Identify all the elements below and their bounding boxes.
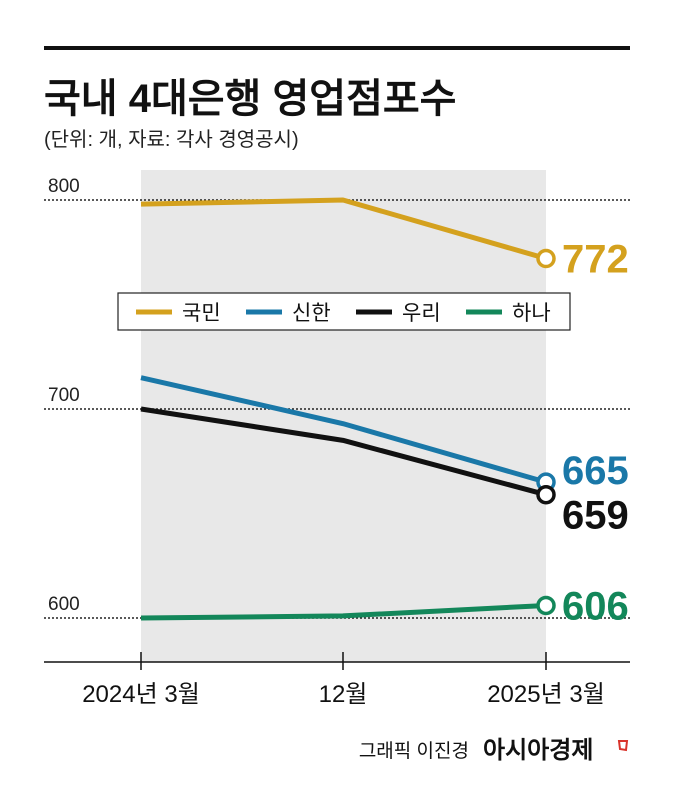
brand-mark-icon <box>617 740 629 752</box>
series-line-우리 <box>140 406 547 498</box>
end-value-label: 665 <box>562 449 629 493</box>
legend-label: 신한 <box>292 302 331 325</box>
chart-title: 국내 4대은행 영업점포수 <box>44 77 456 121</box>
series-line-하나 <box>140 602 547 621</box>
legend-label: 국민 <box>182 302 221 325</box>
credit: 그래픽 이진경 <box>359 740 469 762</box>
series-line-국민 <box>140 197 547 261</box>
end-value-label: 606 <box>562 584 629 628</box>
end-value-label: 659 <box>562 494 629 538</box>
x-tick-label: 2024년 3월 <box>82 681 200 708</box>
end-value-label: 772 <box>562 238 629 282</box>
shaded-period <box>141 170 546 662</box>
data-point-marker <box>536 595 556 616</box>
legend-label: 우리 <box>402 302 441 325</box>
brand-logo: 아시아경제 <box>483 737 593 764</box>
chart-subtitle: (단위: 개, 자료: 각사 경영공시) <box>44 128 299 151</box>
data-point-marker <box>536 484 556 505</box>
x-tick-label: 2025년 3월 <box>487 681 605 708</box>
x-tick-label: 12월 <box>319 681 368 708</box>
y-tick-label: 600 <box>48 594 80 615</box>
legend: 국민 신한 우리 하나 <box>117 292 571 331</box>
y-tick-label: 700 <box>48 385 80 406</box>
legend-label: 하나 <box>512 302 551 325</box>
series-line-신한 <box>140 375 547 485</box>
y-tick-label: 800 <box>48 176 80 197</box>
data-point-marker <box>536 248 556 269</box>
